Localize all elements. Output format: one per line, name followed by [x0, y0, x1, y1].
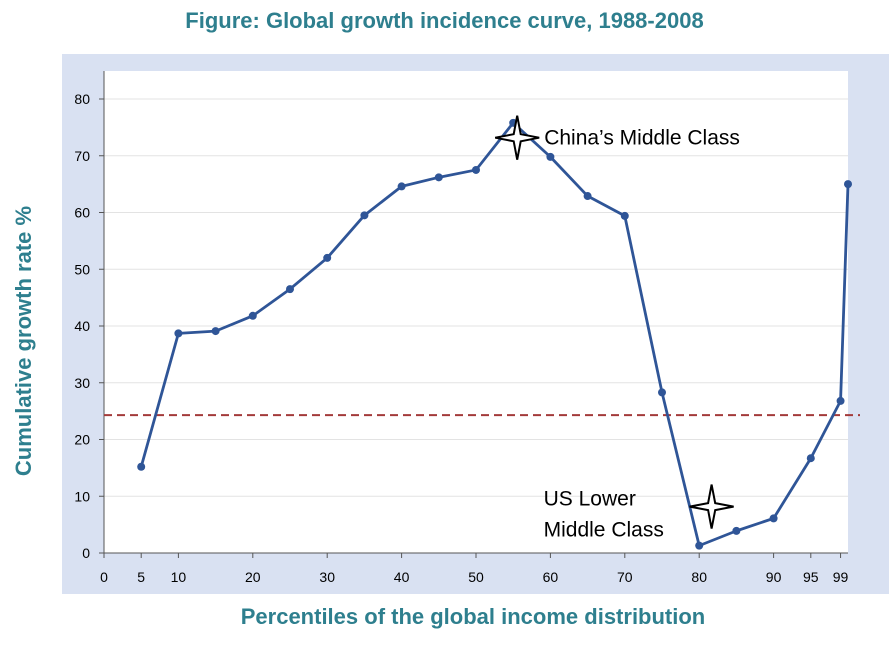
annotations: China’s Middle Class US Lower Middle Class	[495, 115, 740, 542]
y-tick-label: 50	[74, 261, 90, 277]
x-tick-label: 40	[394, 569, 410, 585]
data-point	[397, 182, 406, 191]
y-tick-label: 10	[74, 488, 90, 504]
y-axis-label: Cumulative growth rate %	[11, 205, 36, 477]
chart-title: Figure: Global growth incidence curve, 1…	[185, 8, 704, 33]
annotation-us-lower: US Lower	[544, 488, 636, 511]
x-tick-label: 0	[100, 569, 108, 585]
data-point	[434, 173, 443, 182]
y-tick-label: 70	[74, 148, 90, 164]
x-tick-label: 95	[803, 569, 819, 585]
data-point	[658, 388, 666, 397]
x-tick-label: 30	[319, 569, 335, 585]
data-point	[620, 211, 629, 220]
axes	[99, 71, 848, 558]
x-tick-label: 10	[171, 569, 187, 585]
data-point	[174, 329, 183, 338]
x-axis-label: Percentiles of the global income distrib…	[240, 604, 706, 629]
x-tick-label: 90	[766, 569, 782, 585]
data-point	[546, 152, 555, 161]
y-tick-label: 0	[82, 545, 90, 561]
data-point	[844, 180, 852, 189]
gridlines	[104, 98, 848, 497]
x-tick-labels: 0 5 10 20 30 40 50 60 70 80 90 95 99	[100, 569, 848, 585]
data-point	[323, 253, 332, 262]
y-tick-label: 40	[74, 318, 90, 334]
y-tick-labels: 0 10 20 30 40 50 60 70 80	[74, 91, 90, 561]
x-tick-label: 20	[245, 569, 261, 585]
x-tick-label: 70	[617, 569, 633, 585]
x-tick-label: 99	[833, 569, 849, 585]
annotation-china-middle-class: China’s Middle Class	[544, 127, 740, 150]
y-tick-label: 80	[74, 91, 90, 107]
data-point	[695, 541, 704, 550]
y-tick-label: 30	[74, 375, 90, 391]
annotation-us-middle-class: Middle Class	[544, 519, 664, 542]
x-tick-label: 5	[137, 569, 145, 585]
data-point	[360, 211, 369, 220]
data-point	[211, 327, 220, 336]
y-tick-label: 60	[74, 205, 90, 221]
data-point	[583, 192, 592, 201]
four-point-star-marker	[689, 484, 734, 529]
plot-area	[104, 71, 848, 553]
data-point	[769, 514, 778, 523]
data-point	[806, 454, 815, 463]
data-point	[472, 165, 480, 174]
data-point	[286, 285, 294, 294]
series-group	[137, 118, 852, 550]
data-point	[248, 311, 257, 320]
data-point	[732, 526, 741, 535]
x-tick-label: 60	[543, 569, 559, 585]
y-tick-label: 20	[74, 432, 90, 448]
data-point	[836, 396, 845, 405]
data-point	[137, 462, 146, 471]
x-tick-label: 80	[691, 569, 707, 585]
x-tick-label: 50	[468, 569, 484, 585]
four-point-star-marker	[495, 115, 540, 160]
